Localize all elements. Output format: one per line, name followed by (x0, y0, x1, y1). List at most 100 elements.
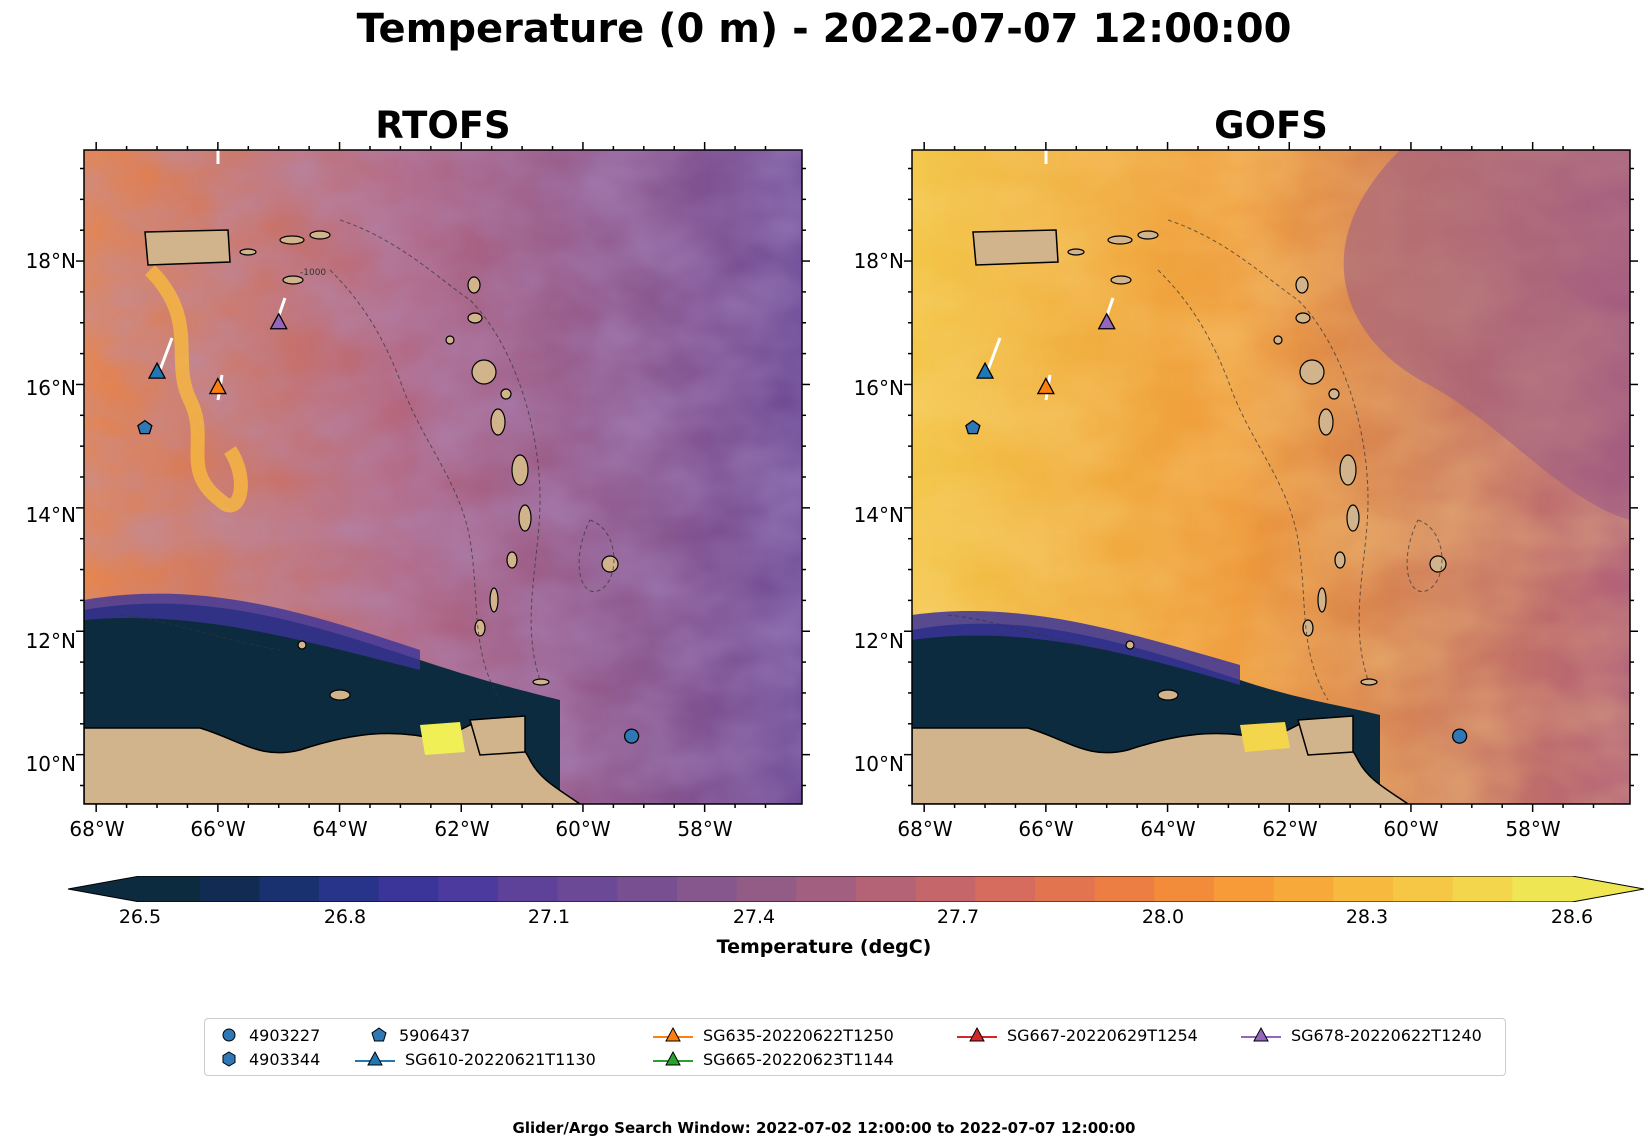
colorbar-band (736, 876, 797, 902)
legend-label: 4903227 (249, 1025, 321, 1045)
colorbar-band (140, 876, 201, 902)
lat-label-14n-left: 14°N (25, 503, 76, 527)
triangle-line-icon (1241, 1026, 1281, 1042)
lat-label-18n-left: 18°N (25, 249, 76, 273)
triangle-line-icon (653, 1050, 693, 1066)
lon-label-58w-right: 58°W (1505, 817, 1561, 841)
legend-item-sg678: SG678-20220622T1240 (1241, 1025, 1482, 1045)
triangle-line-icon (957, 1026, 997, 1042)
triangle-line-icon (653, 1026, 693, 1042)
lat-label-14n-right: 14°N (853, 503, 904, 527)
colorbar-band (796, 876, 857, 902)
colorbar-extend-high (1572, 876, 1644, 902)
legend-label: SG610-20220621T1130 (405, 1049, 596, 1069)
colorbar-band (1273, 876, 1334, 902)
lat-label-12n-right: 12°N (853, 629, 904, 653)
lon-label-60w-left: 60°W (555, 817, 611, 841)
lat-label-16n-left: 16°N (25, 376, 76, 400)
panel-title-gofs: GOFS (1214, 104, 1328, 147)
marker-5906437-gofs (965, 419, 981, 435)
colorbar-tick-26-8: 26.8 (323, 906, 367, 928)
colorbar-tick-28-6: 28.6 (1550, 906, 1594, 928)
lat-label-16n-right: 16°N (853, 376, 904, 400)
marker-sg610-gofs (975, 361, 995, 379)
colorbar-tick-27-7: 27.7 (936, 906, 980, 928)
lon-label-58w-left: 58°W (677, 817, 733, 841)
legend: 4903227 4903344 5906437 SG610-20220621T1… (204, 1018, 1506, 1076)
lon-label-64w-left: 64°W (312, 817, 368, 841)
lon-label-64w-right: 64°W (1140, 817, 1196, 841)
lon-label-68w-left: 68°W (69, 817, 125, 841)
lat-label-10n-left: 10°N (25, 752, 76, 776)
marker-sg635-rtofs (208, 377, 227, 395)
colorbar-band (1214, 876, 1275, 902)
colorbar-band (259, 876, 320, 902)
lat-label-12n-left: 12°N (25, 629, 76, 653)
legend-item-4903227: 4903227 (219, 1025, 320, 1045)
map-panel-rtofs: -1000 (84, 150, 802, 804)
lon-label-66w-right: 66°W (1018, 817, 1074, 841)
legend-label: SG678-20220622T1240 (1291, 1025, 1482, 1045)
pentagon-icon (371, 1027, 387, 1042)
marker-sg678-rtofs (269, 312, 288, 330)
legend-item-sg667: SG667-20220629T1254 (957, 1025, 1198, 1045)
lon-label-68w-right: 68°W (897, 817, 953, 841)
hexagon-icon (222, 1051, 236, 1067)
marker-5906437-rtofs (137, 419, 153, 435)
bathymetry-label: -1000 (300, 268, 326, 278)
marker-4903227-rtofs (623, 728, 640, 744)
legend-label: 5906437 (399, 1025, 471, 1045)
legend-item-sg610: SG610-20220621T1130 (355, 1049, 596, 1069)
colorbar-band (1393, 876, 1454, 902)
colorbar-outline (67, 876, 1645, 902)
colorbar-tick-28-0: 28.0 (1141, 906, 1185, 928)
map-panel-gofs (912, 150, 1630, 804)
marker-sg678-gofs (1097, 312, 1116, 330)
marker-sg635-gofs (1036, 377, 1055, 395)
legend-item-sg665: SG665-20220623T1144 (653, 1049, 894, 1069)
lat-label-10n-right: 10°N (853, 752, 904, 776)
legend-item-sg635: SG635-20220622T1250 (653, 1025, 894, 1045)
colorbar-band (378, 876, 439, 902)
circle-icon (222, 1028, 236, 1042)
colorbar-band (557, 876, 618, 902)
colorbar-band (1094, 876, 1155, 902)
marker-sg610-rtofs (147, 361, 167, 379)
colorbar (67, 876, 1645, 902)
colorbar-band (975, 876, 1036, 902)
colorbar-extend-low (68, 876, 140, 902)
colorbar-band (438, 876, 499, 902)
marker-4903227-gofs (1451, 728, 1468, 744)
legend-label: SG667-20220629T1254 (1007, 1025, 1198, 1045)
colorbar-band (1333, 876, 1394, 902)
colorbar-band (1035, 876, 1096, 902)
colorbar-band (1452, 876, 1513, 902)
colorbar-band (1512, 876, 1573, 902)
colorbar-title: Temperature (degC) (716, 936, 932, 958)
colorbar-tick-27-4: 27.4 (732, 906, 776, 928)
colorbar-band (1154, 876, 1215, 902)
lon-label-62w-left: 62°W (434, 817, 490, 841)
colorbar-band (498, 876, 559, 902)
colorbar-band (319, 876, 380, 902)
triangle-line-icon (355, 1050, 395, 1066)
colorbar-band (617, 876, 678, 902)
legend-label: 4903344 (249, 1049, 321, 1069)
panel-title-rtofs: RTOFS (375, 104, 511, 147)
colorbar-tick-26-5: 26.5 (118, 906, 162, 928)
colorbar-band (677, 876, 738, 902)
legend-label: SG665-20220623T1144 (703, 1049, 894, 1069)
colorbar-band (199, 876, 260, 902)
colorbar-band (915, 876, 976, 902)
legend-item-5906437: 5906437 (369, 1025, 470, 1045)
lon-label-60w-right: 60°W (1383, 817, 1439, 841)
legend-label: SG635-20220622T1250 (703, 1025, 894, 1045)
legend-item-4903344: 4903344 (219, 1049, 320, 1069)
colorbar-tick-28-3: 28.3 (1345, 906, 1389, 928)
lat-label-18n-right: 18°N (853, 249, 904, 273)
colorbar-band (856, 876, 917, 902)
figure-title: Temperature (0 m) - 2022-07-07 12:00:00 (356, 6, 1292, 52)
search-window-footer: Glider/Argo Search Window: 2022-07-02 12… (512, 1119, 1136, 1137)
colorbar-tick-27-1: 27.1 (527, 906, 571, 928)
lon-label-66w-left: 66°W (190, 817, 246, 841)
